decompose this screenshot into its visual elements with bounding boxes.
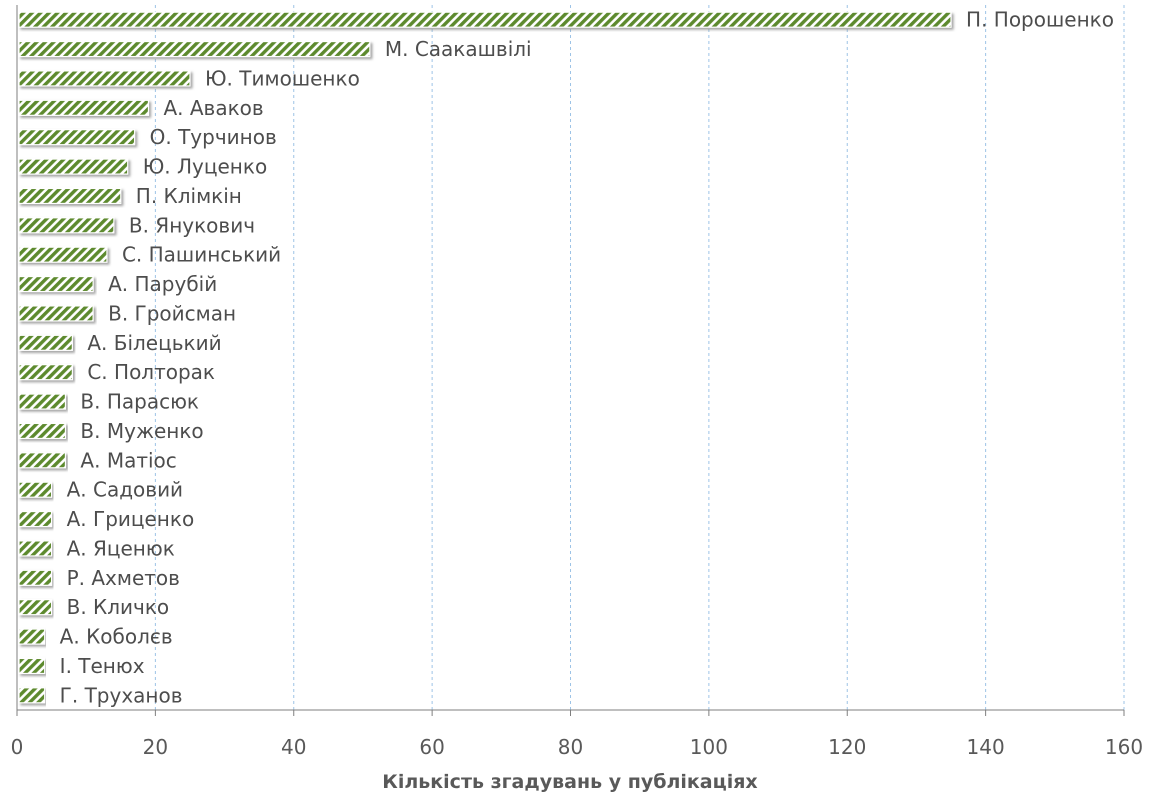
bar — [18, 452, 67, 469]
x-tick-label: 160 — [1105, 735, 1143, 759]
bar — [18, 687, 46, 704]
bar — [18, 158, 129, 175]
bar — [18, 40, 371, 58]
bar-label: А. Білецький — [87, 331, 221, 355]
x-axis: 0 20 40 60 80 100 120 140 160 — [11, 5, 1143, 759]
bar — [18, 422, 67, 440]
bar-label: П. Клімкін — [136, 184, 242, 208]
bar-label: А. Парубій — [108, 272, 217, 296]
bar-label: Р. Ахметов — [67, 566, 180, 590]
x-tick-label: 20 — [143, 735, 168, 759]
bar-label: Г. Труханов — [60, 683, 183, 707]
bar — [18, 599, 53, 616]
bar-label: В. Парасюк — [80, 390, 199, 414]
bar — [18, 99, 150, 116]
bar-label: С. Пашинський — [122, 243, 281, 267]
bar — [18, 510, 53, 528]
bar-label: В. Муженко — [80, 419, 203, 443]
bar-label: Ю. Тимошенко — [205, 66, 360, 90]
bar — [18, 217, 115, 234]
x-tick-label: 0 — [11, 735, 24, 759]
bar-label: П. Порошенко — [966, 8, 1114, 32]
bars — [18, 11, 952, 704]
bar-label: М. Саакашвілі — [385, 37, 532, 61]
bar — [18, 393, 67, 410]
x-tick-label: 60 — [419, 735, 444, 759]
bar-label: А. Матіос — [80, 448, 176, 472]
bar-label: В. Гройсман — [108, 301, 236, 325]
x-tick-label: 40 — [281, 735, 306, 759]
bar-label: О. Турчинов — [150, 125, 277, 149]
bar — [18, 481, 53, 498]
bar-label: А. Аваков — [163, 96, 263, 120]
bar-label: А. Гриценко — [67, 507, 195, 531]
x-tick-label: 120 — [828, 735, 866, 759]
bar-label: В. Кличко — [67, 595, 170, 619]
bar-label: І. Тенюх — [60, 654, 145, 678]
bar — [18, 657, 46, 675]
bar — [18, 11, 952, 28]
bar-label: А. Коболєв — [60, 625, 173, 649]
bar — [18, 569, 53, 586]
bar-labels: П. Порошенко М. Саакашвілі Ю. Тимошенко А. … — [60, 8, 1114, 708]
x-tick-label: 100 — [690, 735, 728, 759]
bar — [18, 628, 46, 645]
gridlines — [154, 5, 1125, 710]
bar — [18, 129, 136, 146]
bar-label: А. Яценюк — [67, 536, 175, 560]
bar-label: С. Полторак — [87, 360, 215, 384]
bar — [18, 275, 94, 293]
bar-label: А. Садовий — [67, 478, 183, 502]
bar — [18, 305, 94, 322]
bar-label: В. Янукович — [129, 213, 255, 237]
bar — [18, 70, 191, 87]
x-tick-label: 140 — [967, 735, 1005, 759]
bar — [18, 187, 122, 205]
bar — [18, 540, 53, 557]
bar — [18, 246, 108, 263]
bar — [18, 364, 73, 381]
x-tick-label: 80 — [558, 735, 583, 759]
x-axis-title: Кількість згадувань у публікаціях — [382, 771, 757, 793]
bar-label: Ю. Луценко — [143, 155, 268, 179]
bar — [18, 334, 73, 351]
